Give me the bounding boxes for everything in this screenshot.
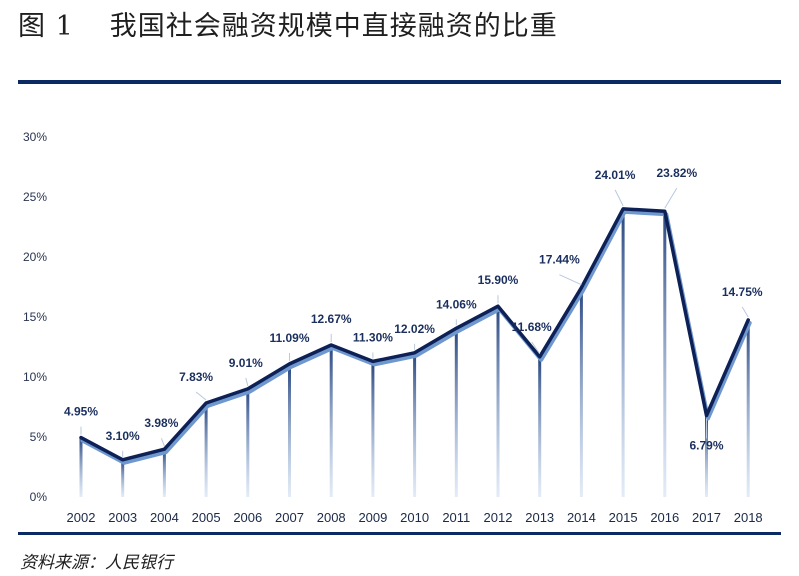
y-tick-label: 0% <box>30 490 48 504</box>
figure-title: 图 1 我国社会融资规模中直接融资的比重 <box>18 4 558 43</box>
x-tick-label: 2010 <box>400 510 429 525</box>
x-tick-label: 2017 <box>692 510 721 525</box>
x-tick-label: 2012 <box>484 510 513 525</box>
drop-line <box>329 344 333 497</box>
drop-line <box>371 361 375 497</box>
source-note: 资料来源：人民银行 <box>20 553 173 573</box>
x-tick-label: 2004 <box>150 510 179 525</box>
drop-line <box>204 403 208 497</box>
leader-line <box>664 187 678 209</box>
x-tick-label: 2006 <box>233 510 262 525</box>
data-label: 23.82% <box>656 166 697 180</box>
drop-line <box>621 208 625 497</box>
data-label: 15.90% <box>478 273 519 287</box>
series-line-shadow <box>80 209 752 465</box>
data-label: 3.10% <box>106 429 140 443</box>
data-label: 14.75% <box>722 285 763 299</box>
figure-number: 图 1 <box>18 11 74 42</box>
drop-lines <box>79 208 750 497</box>
data-label: 11.09% <box>269 331 309 345</box>
y-tick-label: 20% <box>23 250 47 264</box>
y-axis: 0% 5% 10% 15% 20% 25% 30% <box>23 130 47 504</box>
drop-line <box>579 287 583 497</box>
drop-line <box>496 306 500 497</box>
leader-line <box>160 438 165 447</box>
figure-title-text: 我国社会融资规模中直接融资的比重 <box>109 11 558 42</box>
data-label: 17.44% <box>539 253 580 267</box>
data-labels: 4.95%3.10%3.98%7.83%9.01%11.09%12.67%11.… <box>64 166 763 452</box>
series-line <box>79 207 752 465</box>
data-label: 9.01% <box>229 356 263 370</box>
x-tick-label: 2011 <box>442 510 470 525</box>
leader-line <box>559 274 582 286</box>
data-label: 7.83% <box>179 370 213 384</box>
leader-line <box>245 377 249 387</box>
y-tick-label: 5% <box>30 430 48 444</box>
data-label: 6.79% <box>689 439 723 453</box>
label-leaders <box>80 187 749 457</box>
x-tick-label: 2008 <box>317 510 346 525</box>
data-label: 12.67% <box>311 312 352 326</box>
x-tick-label: 2013 <box>525 510 554 525</box>
drop-line <box>454 328 458 497</box>
x-tick-label: 2005 <box>192 510 221 525</box>
drop-line <box>288 363 291 497</box>
data-label: 14.06% <box>436 297 477 311</box>
drop-line <box>162 449 166 497</box>
x-tick-label: 2016 <box>650 510 679 525</box>
x-axis: 2002 2003 2004 2005 2006 2007 2008 2009 2010 2011… <box>67 510 763 525</box>
data-label: 11.30% <box>353 330 393 344</box>
x-tick-label: 2009 <box>358 510 387 525</box>
drop-line <box>79 437 83 497</box>
y-tick-label: 25% <box>23 190 47 204</box>
x-tick-label: 2018 <box>734 510 763 525</box>
drop-line <box>246 388 250 497</box>
leader-line <box>741 306 749 318</box>
drop-line <box>538 356 542 497</box>
drop-line <box>705 415 708 497</box>
leader-line <box>614 189 624 207</box>
data-label: 11.68% <box>512 320 552 334</box>
series-line-main <box>79 207 750 462</box>
drop-line <box>746 320 750 497</box>
x-tick-label: 2015 <box>609 510 638 525</box>
y-tick-label: 15% <box>23 310 47 324</box>
x-tick-label: 2003 <box>108 510 137 525</box>
leader-line <box>531 341 541 355</box>
y-tick-label: 30% <box>23 130 47 144</box>
y-tick-label: 10% <box>23 370 47 384</box>
drop-line <box>121 459 125 497</box>
data-label: 4.95% <box>64 405 98 419</box>
drop-line <box>663 211 667 497</box>
drop-line <box>413 352 417 497</box>
bottom-divider <box>18 532 781 535</box>
data-label: 3.98% <box>144 416 178 430</box>
x-tick-label: 2007 <box>275 510 304 525</box>
top-divider <box>18 80 781 84</box>
x-tick-label: 2014 <box>567 510 596 525</box>
data-label: 12.02% <box>394 322 435 336</box>
leader-line <box>195 391 207 401</box>
data-label: 24.01% <box>595 168 636 182</box>
x-tick-label: 2002 <box>67 510 96 525</box>
